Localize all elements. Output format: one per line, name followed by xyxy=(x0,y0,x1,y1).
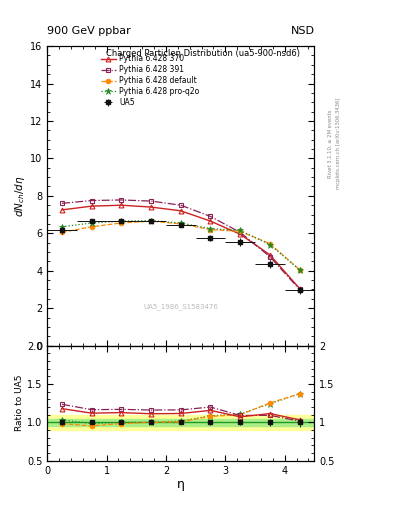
Text: mcplots.cern.ch [arXiv:1306.3436]: mcplots.cern.ch [arXiv:1306.3436] xyxy=(336,98,341,189)
Pythia 6.428 391 xyxy=(208,214,213,220)
Pythia 6.428 pro-q2o xyxy=(119,218,124,224)
Y-axis label: Ratio to UA5: Ratio to UA5 xyxy=(15,375,24,432)
Pythia 6.428 pro-q2o xyxy=(238,227,242,233)
Legend: Pythia 6.428 370, Pythia 6.428 391, Pythia 6.428 default, Pythia 6.428 pro-q2o, : Pythia 6.428 370, Pythia 6.428 391, Pyth… xyxy=(99,53,201,109)
Pythia 6.428 default xyxy=(268,241,272,247)
Pythia 6.428 370 xyxy=(208,218,213,224)
Line: Pythia 6.428 391: Pythia 6.428 391 xyxy=(60,198,302,292)
Line: Pythia 6.428 370: Pythia 6.428 370 xyxy=(60,203,302,291)
Text: Rivet 3.1.10, ≥ 2M events: Rivet 3.1.10, ≥ 2M events xyxy=(328,109,333,178)
Pythia 6.428 391 xyxy=(60,200,64,206)
Pythia 6.428 370 xyxy=(149,204,153,210)
Y-axis label: $dN_{ch}/d\eta$: $dN_{ch}/d\eta$ xyxy=(13,175,27,217)
Pythia 6.428 370 xyxy=(178,208,183,214)
Pythia 6.428 pro-q2o xyxy=(178,220,183,226)
Pythia 6.428 391 xyxy=(238,229,242,236)
Pythia 6.428 370 xyxy=(268,252,272,258)
Pythia 6.428 pro-q2o xyxy=(268,242,272,248)
Pythia 6.428 pro-q2o xyxy=(297,267,302,273)
Pythia 6.428 default xyxy=(60,229,64,236)
Pythia 6.428 391 xyxy=(119,197,124,203)
Pythia 6.428 default xyxy=(178,221,183,227)
Line: Pythia 6.428 pro-q2o: Pythia 6.428 pro-q2o xyxy=(59,218,303,273)
Pythia 6.428 pro-q2o xyxy=(208,225,213,231)
Pythia 6.428 default xyxy=(297,267,302,273)
Pythia 6.428 370 xyxy=(89,203,94,209)
Line: Pythia 6.428 default: Pythia 6.428 default xyxy=(60,219,302,272)
X-axis label: η: η xyxy=(177,478,185,492)
Text: Charged Particleη Distribution (ua5-900-nsd6): Charged Particleη Distribution (ua5-900-… xyxy=(106,49,300,58)
Pythia 6.428 370 xyxy=(60,207,64,213)
Text: NSD: NSD xyxy=(290,26,314,36)
Pythia 6.428 370 xyxy=(119,202,124,208)
Pythia 6.428 pro-q2o xyxy=(89,220,94,226)
Text: 900 GeV ppbar: 900 GeV ppbar xyxy=(47,26,131,36)
Pythia 6.428 default xyxy=(208,226,213,232)
Pythia 6.428 370 xyxy=(297,285,302,291)
Text: UA5_1986_S1583476: UA5_1986_S1583476 xyxy=(143,303,218,310)
Pythia 6.428 default xyxy=(149,218,153,224)
Pythia 6.428 391 xyxy=(149,198,153,204)
Pythia 6.428 391 xyxy=(178,202,183,208)
Pythia 6.428 391 xyxy=(268,253,272,260)
Pythia 6.428 391 xyxy=(297,286,302,292)
Pythia 6.428 pro-q2o xyxy=(149,218,153,224)
Pythia 6.428 default xyxy=(89,224,94,230)
Pythia 6.428 391 xyxy=(89,198,94,204)
Pythia 6.428 default xyxy=(119,220,124,226)
Pythia 6.428 370 xyxy=(238,231,242,237)
Pythia 6.428 default xyxy=(238,228,242,234)
Pythia 6.428 pro-q2o xyxy=(60,224,64,230)
